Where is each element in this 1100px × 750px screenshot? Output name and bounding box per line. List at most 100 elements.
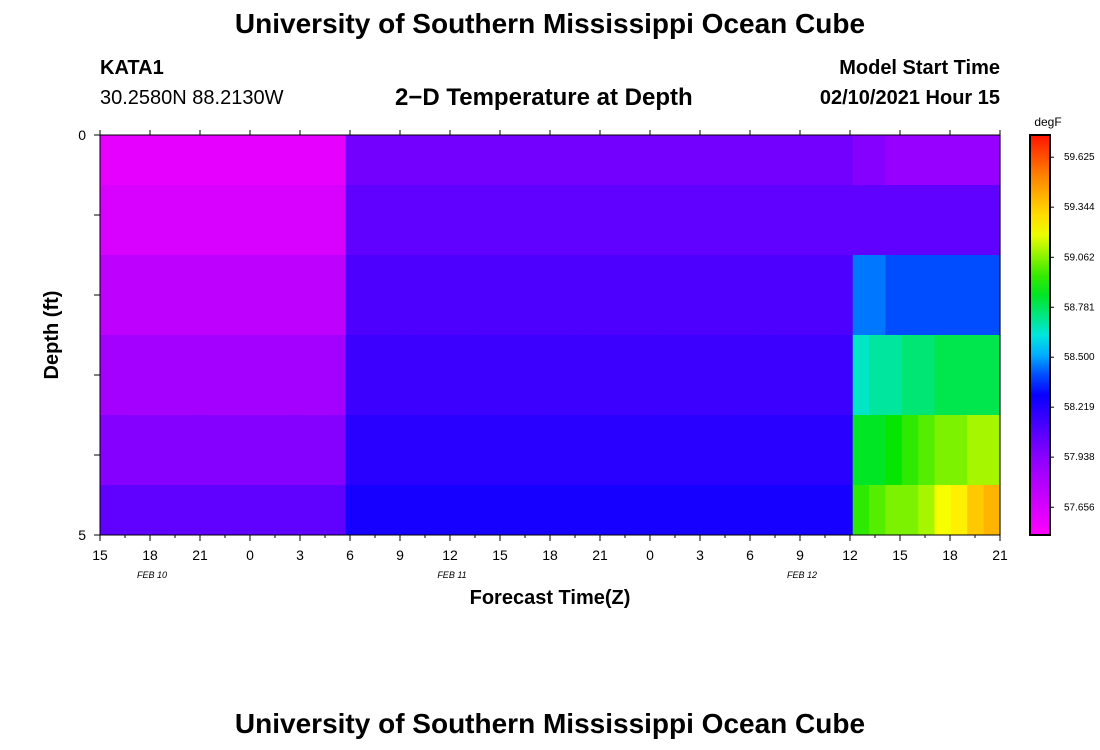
heatmap-cell <box>672 335 690 416</box>
heatmap-cell <box>296 485 314 536</box>
heatmap-cell <box>230 185 248 256</box>
heatmap-cell <box>100 415 117 486</box>
heatmap-cell <box>852 255 870 336</box>
heatmap-cell <box>574 255 592 336</box>
page-title: University of Southern Mississippi Ocean… <box>234 8 866 39</box>
heatmap-cell <box>443 185 461 256</box>
heatmap-cell <box>198 335 216 416</box>
heatmap-cell <box>214 485 232 536</box>
heatmap-cell <box>443 485 461 536</box>
heatmap-cell <box>754 415 772 486</box>
heatmap-cell <box>100 185 117 256</box>
heatmap-cell <box>918 485 936 536</box>
heatmap-cell <box>787 255 805 336</box>
heatmap-cell <box>754 185 772 256</box>
heatmap-cell <box>492 485 510 536</box>
heatmap-cell <box>247 415 265 486</box>
heatmap-cell <box>100 485 117 536</box>
heatmap-cell <box>230 135 248 186</box>
heatmap-cell <box>198 255 216 336</box>
heatmap-cell <box>476 135 494 186</box>
heatmap-cell <box>918 255 936 336</box>
heatmap-cell <box>885 185 903 256</box>
heatmap-cell <box>394 255 412 336</box>
heatmap-cell <box>492 415 510 486</box>
heatmap-cell <box>820 255 837 336</box>
heatmap-cell <box>558 485 576 536</box>
heatmap-cell <box>329 335 347 416</box>
heatmap-cell <box>705 135 723 186</box>
heatmap-cell <box>476 335 494 416</box>
heatmap-cell <box>754 135 772 186</box>
heatmap-cell <box>280 335 297 416</box>
heatmap-cell <box>410 485 428 536</box>
heatmap-cell <box>443 255 461 336</box>
heatmap-cell <box>869 335 887 416</box>
heatmap-cell <box>623 335 641 416</box>
heatmap-cell <box>574 185 592 256</box>
heatmap-cell <box>410 135 428 186</box>
heatmap-cell <box>427 415 445 486</box>
heatmap-cell <box>721 255 739 336</box>
heatmap-cell <box>803 185 821 256</box>
heatmap-cell <box>378 335 396 416</box>
heatmap-cell <box>149 485 167 536</box>
heatmap-cell <box>378 185 396 256</box>
heatmap-cell <box>656 185 674 256</box>
heatmap-cell <box>100 255 117 336</box>
heatmap-cell <box>410 335 428 416</box>
heatmap-cell <box>689 415 707 486</box>
heatmap-cell <box>754 255 772 336</box>
heatmap-cell <box>983 485 1001 536</box>
heatmap-cell <box>607 335 625 416</box>
heatmap-cell <box>165 255 183 336</box>
x-tick-label: 18 <box>142 547 158 563</box>
colorbar-label: 59.062 <box>1064 252 1095 263</box>
heatmap-cell <box>640 135 657 186</box>
heatmap-cell <box>410 185 428 256</box>
heatmap-cell <box>361 255 379 336</box>
heatmap-cell <box>934 485 952 536</box>
heatmap-cell <box>967 185 985 256</box>
heatmap-cell <box>492 255 510 336</box>
heatmap-cell <box>836 185 854 256</box>
heatmap-cell <box>181 135 199 186</box>
heatmap-cell <box>280 485 297 536</box>
heatmap-cell <box>460 335 477 416</box>
heatmap-cell <box>770 135 788 186</box>
heatmap-cell <box>852 135 870 186</box>
heatmap-cell <box>263 485 281 536</box>
x-tick-label: 6 <box>346 547 354 563</box>
station-coordinates: 30.2580N 88.2130W <box>100 87 284 109</box>
heatmap-cell <box>509 335 527 416</box>
heatmap-cell <box>934 185 952 256</box>
heatmap-cell <box>181 185 199 256</box>
heatmap-cell <box>738 415 756 486</box>
heatmap-cell <box>950 415 968 486</box>
x-tick-label: 12 <box>842 547 858 563</box>
model-start-label: Model Start Time <box>839 57 1000 79</box>
heatmap-cell <box>149 185 167 256</box>
heatmap-cell <box>345 485 363 536</box>
heatmap-cell <box>574 415 592 486</box>
heatmap-cell <box>214 185 232 256</box>
heatmap-cell <box>476 485 494 536</box>
colorbar-label: 58.500 <box>1064 352 1095 363</box>
heatmap-cell <box>983 135 1001 186</box>
heatmap-cell <box>230 255 248 336</box>
heatmap-cell <box>296 255 314 336</box>
heatmap-cell <box>525 335 543 416</box>
heatmap-cell <box>934 335 952 416</box>
heatmap-cell <box>738 485 756 536</box>
heatmap-cell <box>165 335 183 416</box>
heatmap-cell <box>689 335 707 416</box>
heatmap-cell <box>803 255 821 336</box>
x-tick-label: 21 <box>192 547 208 563</box>
heatmap-cell <box>541 185 559 256</box>
heatmap-cell <box>509 135 527 186</box>
heatmap-cell <box>263 335 281 416</box>
x-tick-label: 21 <box>992 547 1008 563</box>
heatmap-cell <box>541 255 559 336</box>
heatmap-cell <box>312 185 330 256</box>
heatmap-cell <box>820 485 837 536</box>
